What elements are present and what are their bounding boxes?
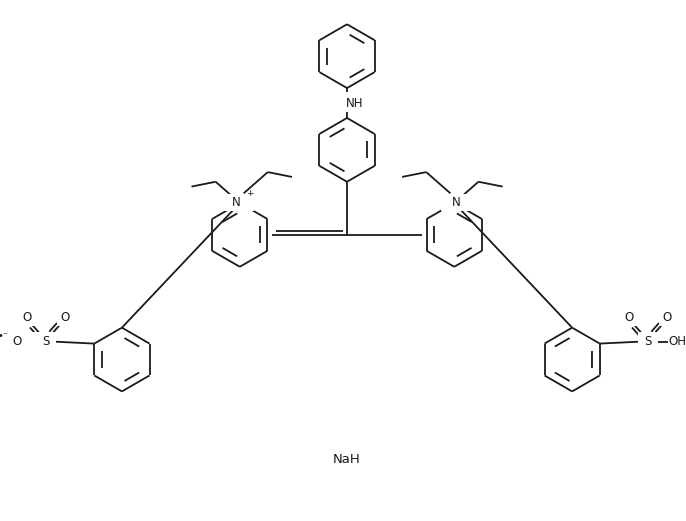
Bar [224,194,255,210]
Text: •⁻: •⁻ [0,331,8,341]
Text: O: O [12,335,22,348]
Bar [57,309,74,326]
Text: S: S [644,335,652,348]
Bar [639,332,658,351]
Text: N: N [232,195,240,208]
Bar [346,94,373,111]
Bar [668,332,686,351]
Bar [36,332,56,351]
Text: NH: NH [346,96,364,109]
Bar [620,309,637,326]
Text: +: + [246,189,253,198]
Text: OH: OH [668,335,686,348]
Text: S: S [43,335,49,348]
Bar [18,309,36,326]
Text: O: O [60,311,70,324]
Text: O: O [624,311,633,324]
Bar [659,309,676,326]
Text: NaH: NaH [333,453,361,466]
Bar [8,332,37,351]
Text: O: O [663,311,672,324]
Text: O: O [22,311,32,324]
Bar [440,194,470,210]
Text: N: N [452,195,460,208]
